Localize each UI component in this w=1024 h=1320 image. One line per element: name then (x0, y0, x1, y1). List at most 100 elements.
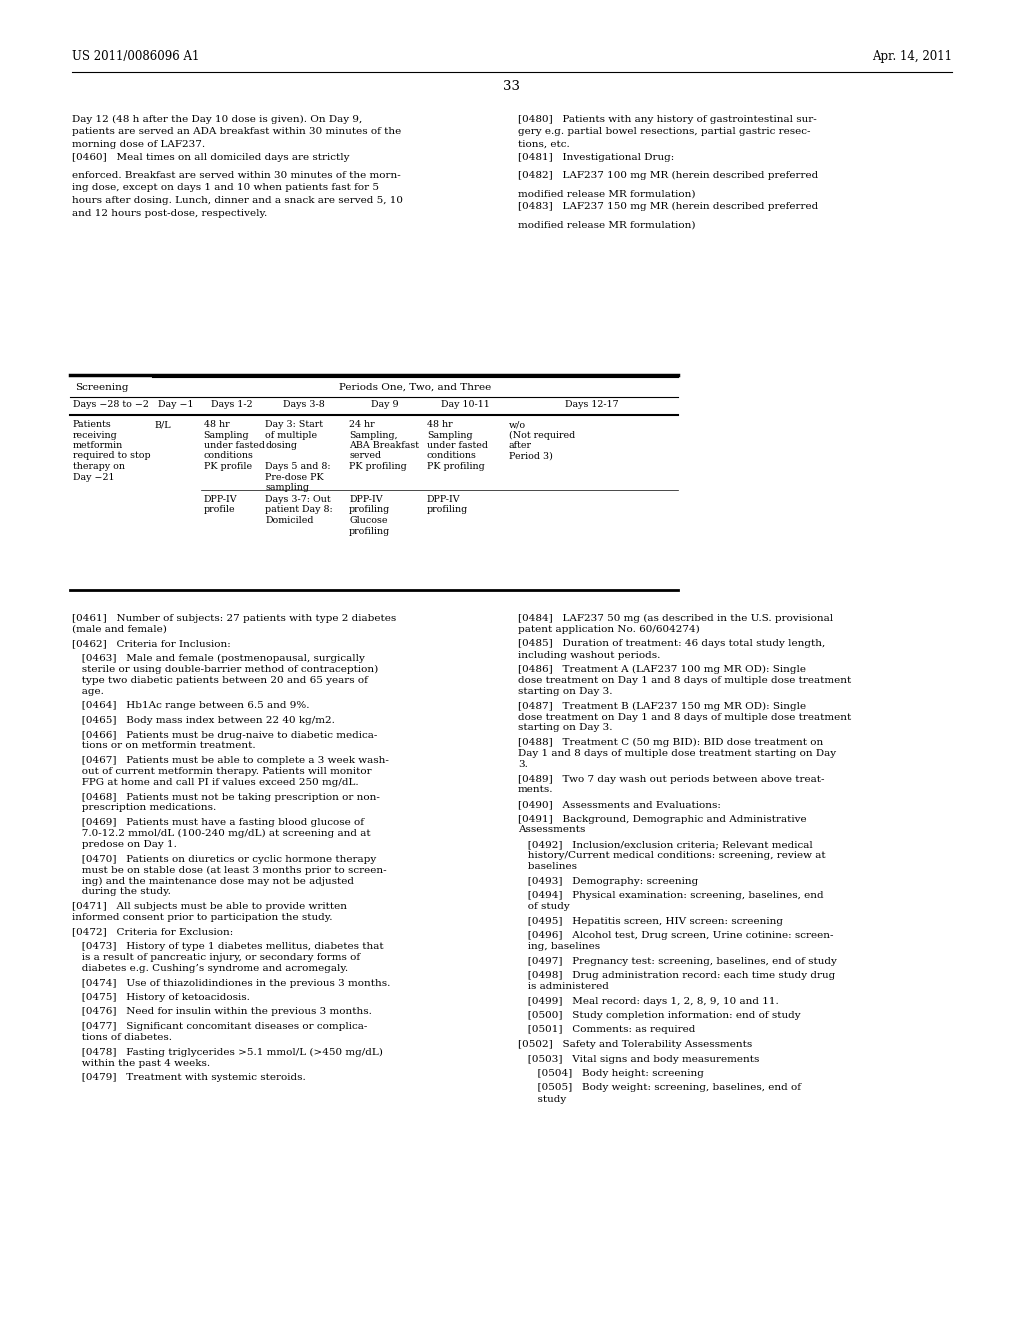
Text: patent application No. 60/604274): patent application No. 60/604274) (518, 624, 699, 634)
Text: w/o: w/o (509, 420, 526, 429)
Text: [0494]   Physical examination: screening, baselines, end: [0494] Physical examination: screening, … (518, 891, 823, 900)
Text: [0505]   Body weight: screening, baselines, end of: [0505] Body weight: screening, baselines… (518, 1084, 801, 1093)
Text: [0462]   Criteria for Inclusion:: [0462] Criteria for Inclusion: (72, 639, 230, 648)
Text: Day 12 (48 h after the Day 10 dose is given). On Day 9,: Day 12 (48 h after the Day 10 dose is gi… (72, 115, 362, 124)
Text: Days 12-17: Days 12-17 (565, 400, 618, 409)
Text: [0495]   Hepatitis screen, HIV screen: screening: [0495] Hepatitis screen, HIV screen: scr… (518, 916, 783, 925)
Text: [0493]   Demography: screening: [0493] Demography: screening (518, 876, 698, 886)
Text: conditions: conditions (204, 451, 254, 461)
Text: prescription medications.: prescription medications. (72, 804, 216, 813)
Text: Sampling,: Sampling, (349, 430, 397, 440)
Text: sampling: sampling (265, 483, 309, 492)
Text: out of current metformin therapy. Patients will monitor: out of current metformin therapy. Patien… (72, 767, 372, 776)
Text: FPG at home and call PI if values exceed 250 mg/dL.: FPG at home and call PI if values exceed… (72, 777, 358, 787)
Text: of study: of study (518, 902, 569, 911)
Text: predose on Day 1.: predose on Day 1. (72, 840, 177, 849)
Text: [0481]   Investigational Drug:: [0481] Investigational Drug: (518, 153, 674, 161)
Text: Pre-dose PK: Pre-dose PK (265, 473, 324, 482)
Text: [0500]   Study completion information: end of study: [0500] Study completion information: end… (518, 1011, 801, 1020)
Text: [0460]   Meal times on all domiciled days are strictly: [0460] Meal times on all domiciled days … (72, 153, 349, 161)
Text: study: study (518, 1094, 566, 1104)
Text: [0463]   Male and female (postmenopausal, surgically: [0463] Male and female (postmenopausal, … (72, 653, 365, 663)
Text: patients are served an ADA breakfast within 30 minutes of the: patients are served an ADA breakfast wit… (72, 128, 401, 136)
Text: [0485]   Duration of treatment: 46 days total study length,: [0485] Duration of treatment: 46 days to… (518, 639, 825, 648)
Text: Periods One, Two, and Three: Periods One, Two, and Three (339, 383, 490, 392)
Text: [0473]   History of type 1 diabetes mellitus, diabetes that: [0473] History of type 1 diabetes mellit… (72, 942, 384, 950)
Text: age.: age. (72, 686, 103, 696)
Text: Apr. 14, 2011: Apr. 14, 2011 (872, 50, 952, 63)
Text: must be on stable dose (at least 3 months prior to screen-: must be on stable dose (at least 3 month… (72, 866, 387, 875)
Text: required to stop: required to stop (73, 451, 151, 461)
Text: therapy on: therapy on (73, 462, 125, 471)
Text: Days 1-2: Days 1-2 (211, 400, 252, 409)
Text: [0491]   Background, Demographic and Administrative: [0491] Background, Demographic and Admin… (518, 814, 807, 824)
Text: [0465]   Body mass index between 22 40 kg/m2.: [0465] Body mass index between 22 40 kg/… (72, 715, 335, 725)
Text: Days 3-7: Out: Days 3-7: Out (265, 495, 331, 504)
Text: Days −28 to −2: Days −28 to −2 (73, 400, 148, 409)
Text: modified release MR formulation): modified release MR formulation) (518, 220, 695, 230)
Text: [0483]   LAF237 150 mg MR (herein described preferred: [0483] LAF237 150 mg MR (herein describe… (518, 202, 818, 211)
Text: under fasted: under fasted (204, 441, 264, 450)
Text: [0466]   Patients must be drug-naive to diabetic medica-: [0466] Patients must be drug-naive to di… (72, 730, 378, 739)
Text: Screening: Screening (75, 383, 128, 392)
Text: [0484]   LAF237 50 mg (as described in the U.S. provisional: [0484] LAF237 50 mg (as described in the… (518, 614, 834, 623)
Text: [0468]   Patients must not be taking prescription or non-: [0468] Patients must not be taking presc… (72, 792, 380, 801)
Text: ing) and the maintenance dose may not be adjusted: ing) and the maintenance dose may not be… (72, 876, 354, 886)
Text: [0479]   Treatment with systemic steroids.: [0479] Treatment with systemic steroids. (72, 1073, 306, 1082)
Text: US 2011/0086096 A1: US 2011/0086096 A1 (72, 50, 200, 63)
Text: [0464]   Hb1Ac range between 6.5 and 9%.: [0464] Hb1Ac range between 6.5 and 9%. (72, 701, 309, 710)
Text: Day 3: Start: Day 3: Start (265, 420, 324, 429)
Text: 3.: 3. (518, 760, 528, 770)
Text: hours after dosing. Lunch, dinner and a snack are served 5, 10: hours after dosing. Lunch, dinner and a … (72, 195, 403, 205)
Text: Day 1 and 8 days of multiple dose treatment starting on Day: Day 1 and 8 days of multiple dose treatm… (518, 748, 837, 758)
Text: [0488]   Treatment C (50 mg BID): BID dose treatment on: [0488] Treatment C (50 mg BID): BID dose… (518, 738, 823, 747)
Text: tions or on metformin treatment.: tions or on metformin treatment. (72, 742, 256, 751)
Text: served: served (349, 451, 381, 461)
Text: [0504]   Body height: screening: [0504] Body height: screening (518, 1069, 703, 1078)
Text: ing dose, except on days 1 and 10 when patients fast for 5: ing dose, except on days 1 and 10 when p… (72, 183, 379, 193)
Text: DPP-IV: DPP-IV (204, 495, 238, 504)
Text: within the past 4 weeks.: within the past 4 weeks. (72, 1059, 210, 1068)
Text: [0469]   Patients must have a fasting blood glucose of: [0469] Patients must have a fasting bloo… (72, 818, 364, 828)
Text: Days 3-8: Days 3-8 (284, 400, 325, 409)
Text: Day −21: Day −21 (73, 473, 114, 482)
Text: profile: profile (204, 506, 236, 515)
Text: Day 9: Day 9 (372, 400, 398, 409)
Text: PK profiling: PK profiling (427, 462, 484, 471)
Text: metformin: metformin (73, 441, 123, 450)
Text: ments.: ments. (518, 785, 554, 795)
Text: baselines: baselines (518, 862, 577, 871)
Text: after: after (509, 441, 531, 450)
Text: diabetes e.g. Cushing’s syndrome and acromegaly.: diabetes e.g. Cushing’s syndrome and acr… (72, 964, 348, 973)
Text: Day −1: Day −1 (159, 400, 194, 409)
Text: dose treatment on Day 1 and 8 days of multiple dose treatment: dose treatment on Day 1 and 8 days of mu… (518, 676, 851, 685)
Text: starting on Day 3.: starting on Day 3. (518, 686, 612, 696)
Text: [0467]   Patients must be able to complete a 3 week wash-: [0467] Patients must be able to complete… (72, 756, 389, 766)
Text: 7.0-12.2 mmol/dL (100-240 mg/dL) at screening and at: 7.0-12.2 mmol/dL (100-240 mg/dL) at scre… (72, 829, 371, 838)
Text: gery e.g. partial bowel resections, partial gastric resec-: gery e.g. partial bowel resections, part… (518, 128, 811, 136)
Text: informed consent prior to participation the study.: informed consent prior to participation … (72, 913, 333, 921)
Text: Glucose: Glucose (349, 516, 388, 525)
Text: ing, baselines: ing, baselines (518, 942, 600, 950)
Text: DPP-IV: DPP-IV (349, 495, 383, 504)
Text: [0498]   Drug administration record: each time study drug: [0498] Drug administration record: each … (518, 972, 836, 979)
Text: 48 hr: 48 hr (204, 420, 229, 429)
Text: [0478]   Fasting triglycerides >5.1 mmol/L (>450 mg/dL): [0478] Fasting triglycerides >5.1 mmol/L… (72, 1048, 383, 1056)
Text: Assessments: Assessments (518, 825, 586, 834)
Text: patient Day 8:: patient Day 8: (265, 506, 333, 515)
Text: history/Current medical conditions: screening, review at: history/Current medical conditions: scre… (518, 851, 825, 861)
Text: profiling: profiling (349, 527, 390, 536)
Text: [0477]   Significant concomitant diseases or complica-: [0477] Significant concomitant diseases … (72, 1022, 368, 1031)
Text: Patients: Patients (73, 420, 112, 429)
Text: type two diabetic patients between 20 and 65 years of: type two diabetic patients between 20 an… (72, 676, 368, 685)
Text: (Not required: (Not required (509, 430, 575, 440)
Text: enforced. Breakfast are served within 30 minutes of the morn-: enforced. Breakfast are served within 30… (72, 172, 400, 180)
Text: PK profile: PK profile (204, 462, 252, 471)
Text: of multiple: of multiple (265, 430, 317, 440)
Text: [0482]   LAF237 100 mg MR (herein described preferred: [0482] LAF237 100 mg MR (herein describe… (518, 172, 818, 180)
Text: [0476]   Need for insulin within the previous 3 months.: [0476] Need for insulin within the previ… (72, 1007, 372, 1016)
Text: conditions: conditions (427, 451, 477, 461)
Text: [0474]   Use of thiazolidindiones in the previous 3 months.: [0474] Use of thiazolidindiones in the p… (72, 978, 390, 987)
Text: under fasted: under fasted (427, 441, 487, 450)
Text: B/L: B/L (155, 420, 171, 429)
